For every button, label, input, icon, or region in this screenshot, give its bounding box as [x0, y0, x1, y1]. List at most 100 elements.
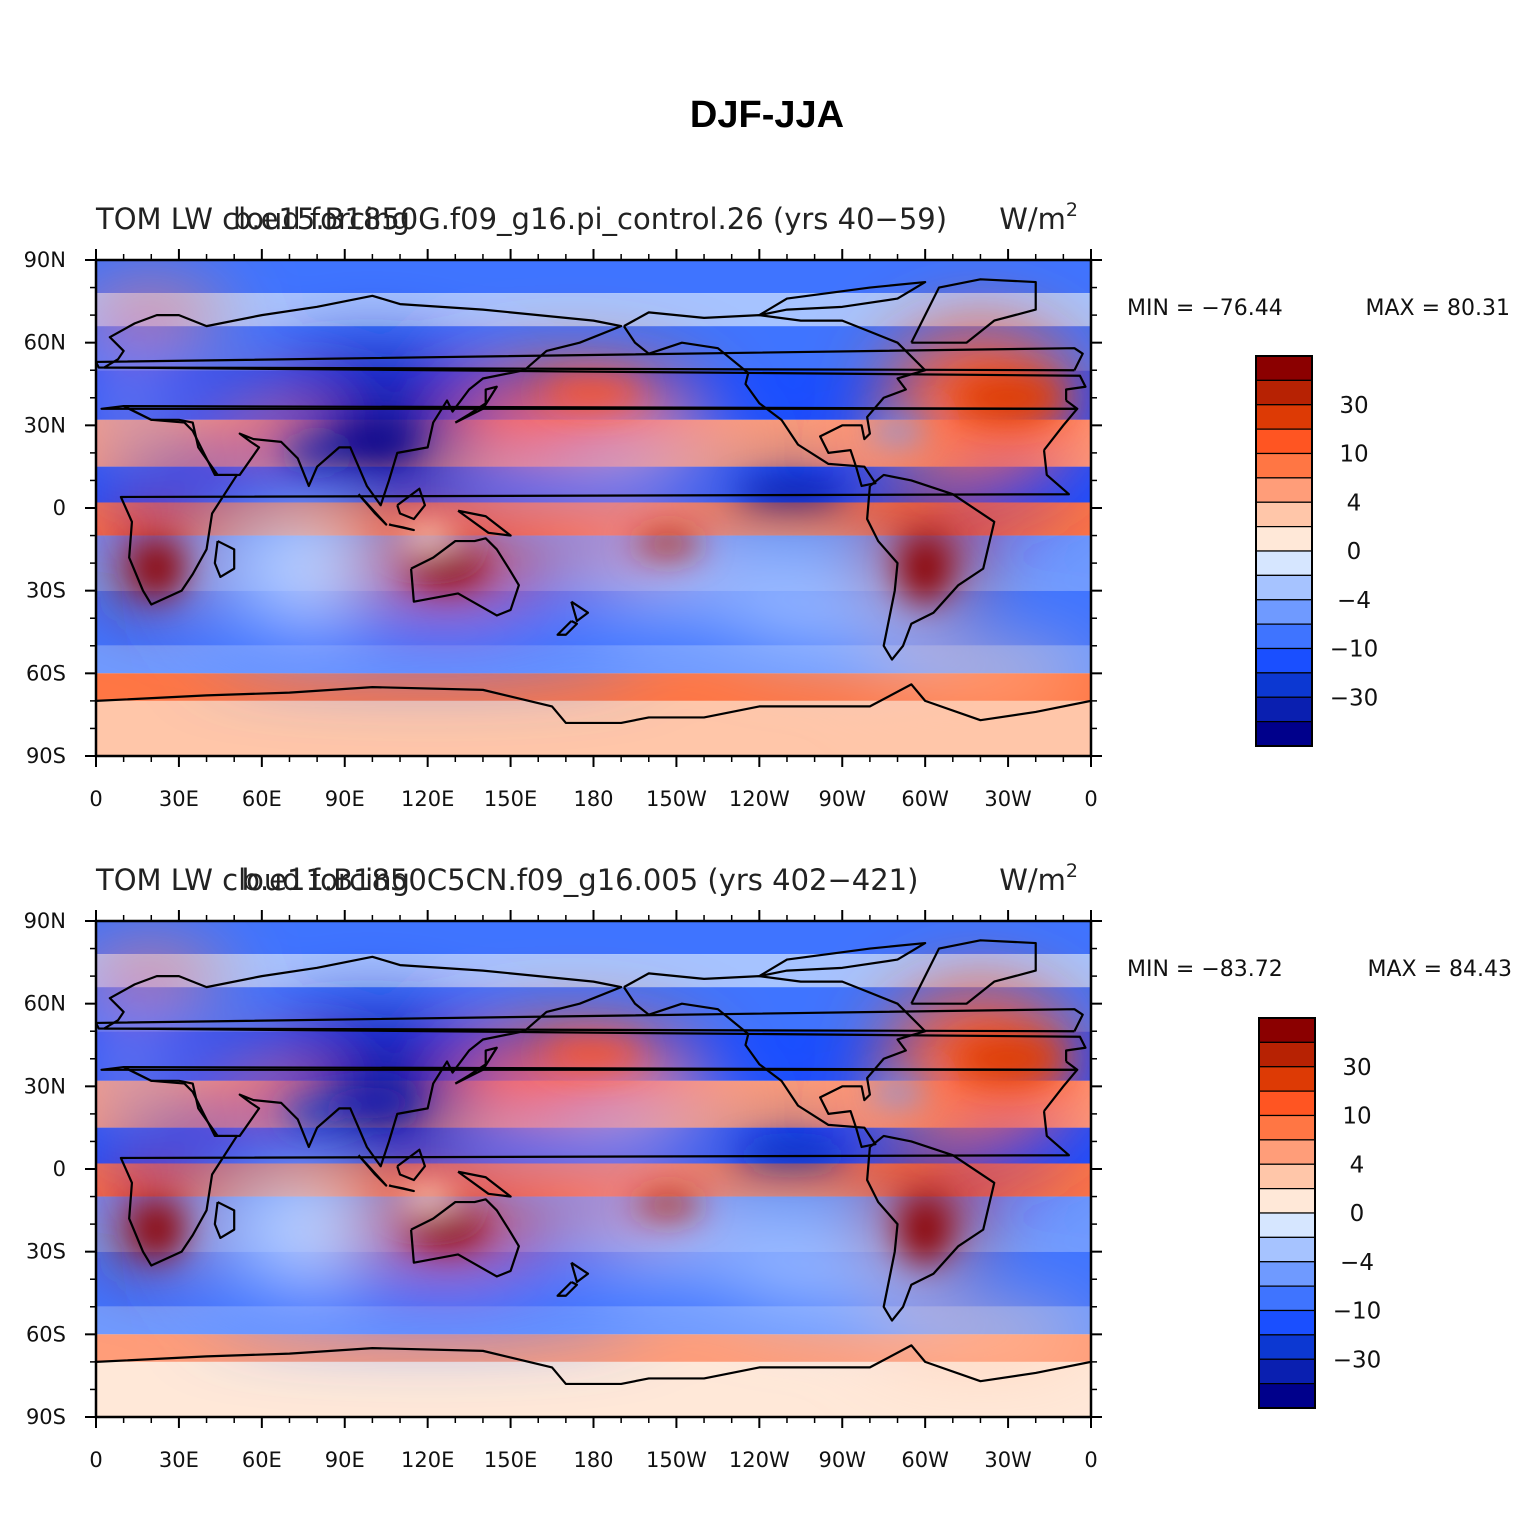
y-tick-label: 0	[53, 496, 66, 520]
panel-1-units: W/m2	[999, 199, 1078, 236]
panel-1-case-title: b.e15.B1850G.f09_g16.pi_control.26 (yrs …	[233, 202, 947, 236]
panel-2-case-title: b.e11.B1850C5CN.f09_g16.005 (yrs 402−421…	[242, 863, 919, 897]
coastline	[910, 278, 1037, 344]
coastline	[457, 1170, 512, 1198]
colorbar-label: 0	[1350, 1201, 1365, 1227]
colorbar-swatch	[1255, 404, 1313, 430]
panel-2-variable-title: TOM LW cloud forcing	[95, 863, 410, 897]
coastline	[556, 619, 579, 636]
figure-title: DJF-JJA	[690, 94, 844, 136]
coastline	[570, 1261, 590, 1284]
units-exponent: 2	[1066, 199, 1078, 221]
colorbar-label: −4	[1337, 588, 1371, 614]
y-tick-label: 90N	[24, 248, 66, 272]
colorbar-swatch	[1255, 526, 1313, 552]
colorbar-label: 4	[1350, 1152, 1365, 1178]
x-tick-label: 180	[573, 787, 613, 811]
colorbar-swatch	[1258, 1066, 1316, 1092]
units-base: W/m	[999, 202, 1066, 236]
colorbar-swatch	[1258, 1139, 1316, 1165]
y-tick-label: 60S	[26, 1322, 66, 1346]
coastline	[622, 972, 927, 1149]
coastline	[96, 1008, 1084, 1033]
colorbar-swatch	[1255, 355, 1313, 381]
x-tick-label: 0	[1084, 787, 1097, 811]
x-tick-label: 60E	[242, 1448, 282, 1472]
coastline	[457, 509, 512, 537]
x-tick-label: 60W	[901, 787, 949, 811]
x-tick-label: 180	[573, 1448, 613, 1472]
y-tick-label: 0	[53, 1157, 66, 1181]
colorbar-swatch	[1258, 1383, 1316, 1409]
colorbar-swatch	[1258, 1236, 1316, 1263]
x-tick-label: 90W	[819, 1448, 867, 1472]
colorbar-label: 10	[1339, 442, 1368, 468]
colorbar-label: −4	[1340, 1250, 1374, 1276]
panel-2-units: W/m2	[999, 860, 1078, 897]
colorbar-swatch	[1258, 1212, 1316, 1238]
colorbar-swatch	[1258, 1188, 1316, 1214]
colorbar-swatch	[1258, 1334, 1316, 1360]
panel-2-colorbar: 30 10 4 0 −4 −10 −30	[1258, 1017, 1382, 1409]
coastline	[409, 537, 520, 617]
colorbar-swatch	[1258, 1017, 1316, 1043]
colorbar-swatch	[1255, 696, 1313, 723]
colorbar-label: 10	[1342, 1104, 1371, 1130]
coastline	[910, 939, 1037, 1005]
colorbar-swatch	[1255, 623, 1313, 650]
coastline	[570, 600, 590, 623]
x-tick-label: 120E	[401, 787, 454, 811]
colorbar-swatch	[1258, 1285, 1316, 1312]
colorbar-frame	[1255, 355, 1313, 747]
panel-2-min-label: MIN = −83.72	[1127, 957, 1283, 982]
coastline	[357, 1154, 388, 1187]
units-exponent: 2	[1066, 860, 1078, 882]
coastline	[213, 540, 236, 578]
colorbar-swatch	[1255, 599, 1313, 625]
coastline	[96, 347, 1084, 372]
panel-2: TOM LW cloud forcing b.e11.B1850C5CN.f09…	[24, 860, 1512, 1472]
colorbar-swatch	[1255, 379, 1313, 406]
colorbar-swatch	[1258, 1358, 1316, 1385]
colorbar-swatch	[1255, 501, 1313, 528]
coastline	[454, 1046, 498, 1085]
panel-2-map	[96, 921, 1091, 1417]
x-tick-label: 120E	[401, 1448, 454, 1472]
colorbar-swatch	[1258, 1261, 1316, 1287]
panel-1-map	[96, 260, 1091, 756]
colorbar-swatch	[1258, 1090, 1316, 1117]
coastline	[388, 523, 415, 532]
y-tick-label: 90S	[26, 744, 66, 768]
colorbar-label: −30	[1333, 1347, 1382, 1373]
coastline	[96, 1344, 1091, 1386]
coastline	[758, 280, 927, 317]
coastline	[454, 385, 498, 424]
panel-1-colorbar: 30 10 4 0 −4 −10 −30	[1255, 355, 1379, 747]
coastline	[758, 941, 927, 978]
y-tick-label: 30N	[24, 413, 66, 437]
colorbar-swatch	[1255, 721, 1313, 747]
x-tick-label: 150W	[646, 1448, 707, 1472]
coastline	[866, 1134, 996, 1322]
colorbar-swatch	[1255, 477, 1313, 503]
x-tick-label: 30E	[159, 1448, 199, 1472]
colorbar-swatch	[1255, 672, 1313, 698]
coastline	[866, 473, 996, 661]
coastline	[409, 1198, 520, 1278]
colorbar-swatch	[1255, 574, 1313, 601]
colorbar-label: −10	[1330, 637, 1379, 663]
colorbar-swatch	[1255, 647, 1313, 674]
y-tick-label: 60S	[26, 661, 66, 685]
coastline	[213, 1201, 236, 1239]
x-tick-label: 60E	[242, 787, 282, 811]
y-tick-label: 90S	[26, 1405, 66, 1429]
colorbar-swatch	[1258, 1114, 1316, 1141]
y-tick-label: 60N	[24, 992, 66, 1016]
coastline	[100, 294, 1087, 507]
colorbar-label: 30	[1342, 1055, 1371, 1081]
colorbar-swatch	[1258, 1163, 1316, 1190]
panel-1-axes: 0 30E 60E 90E 120E 150E 180 150W 120W 90W 60W 30W 09…	[24, 248, 1102, 811]
x-tick-label: 90E	[325, 787, 365, 811]
x-tick-label: 30E	[159, 787, 199, 811]
